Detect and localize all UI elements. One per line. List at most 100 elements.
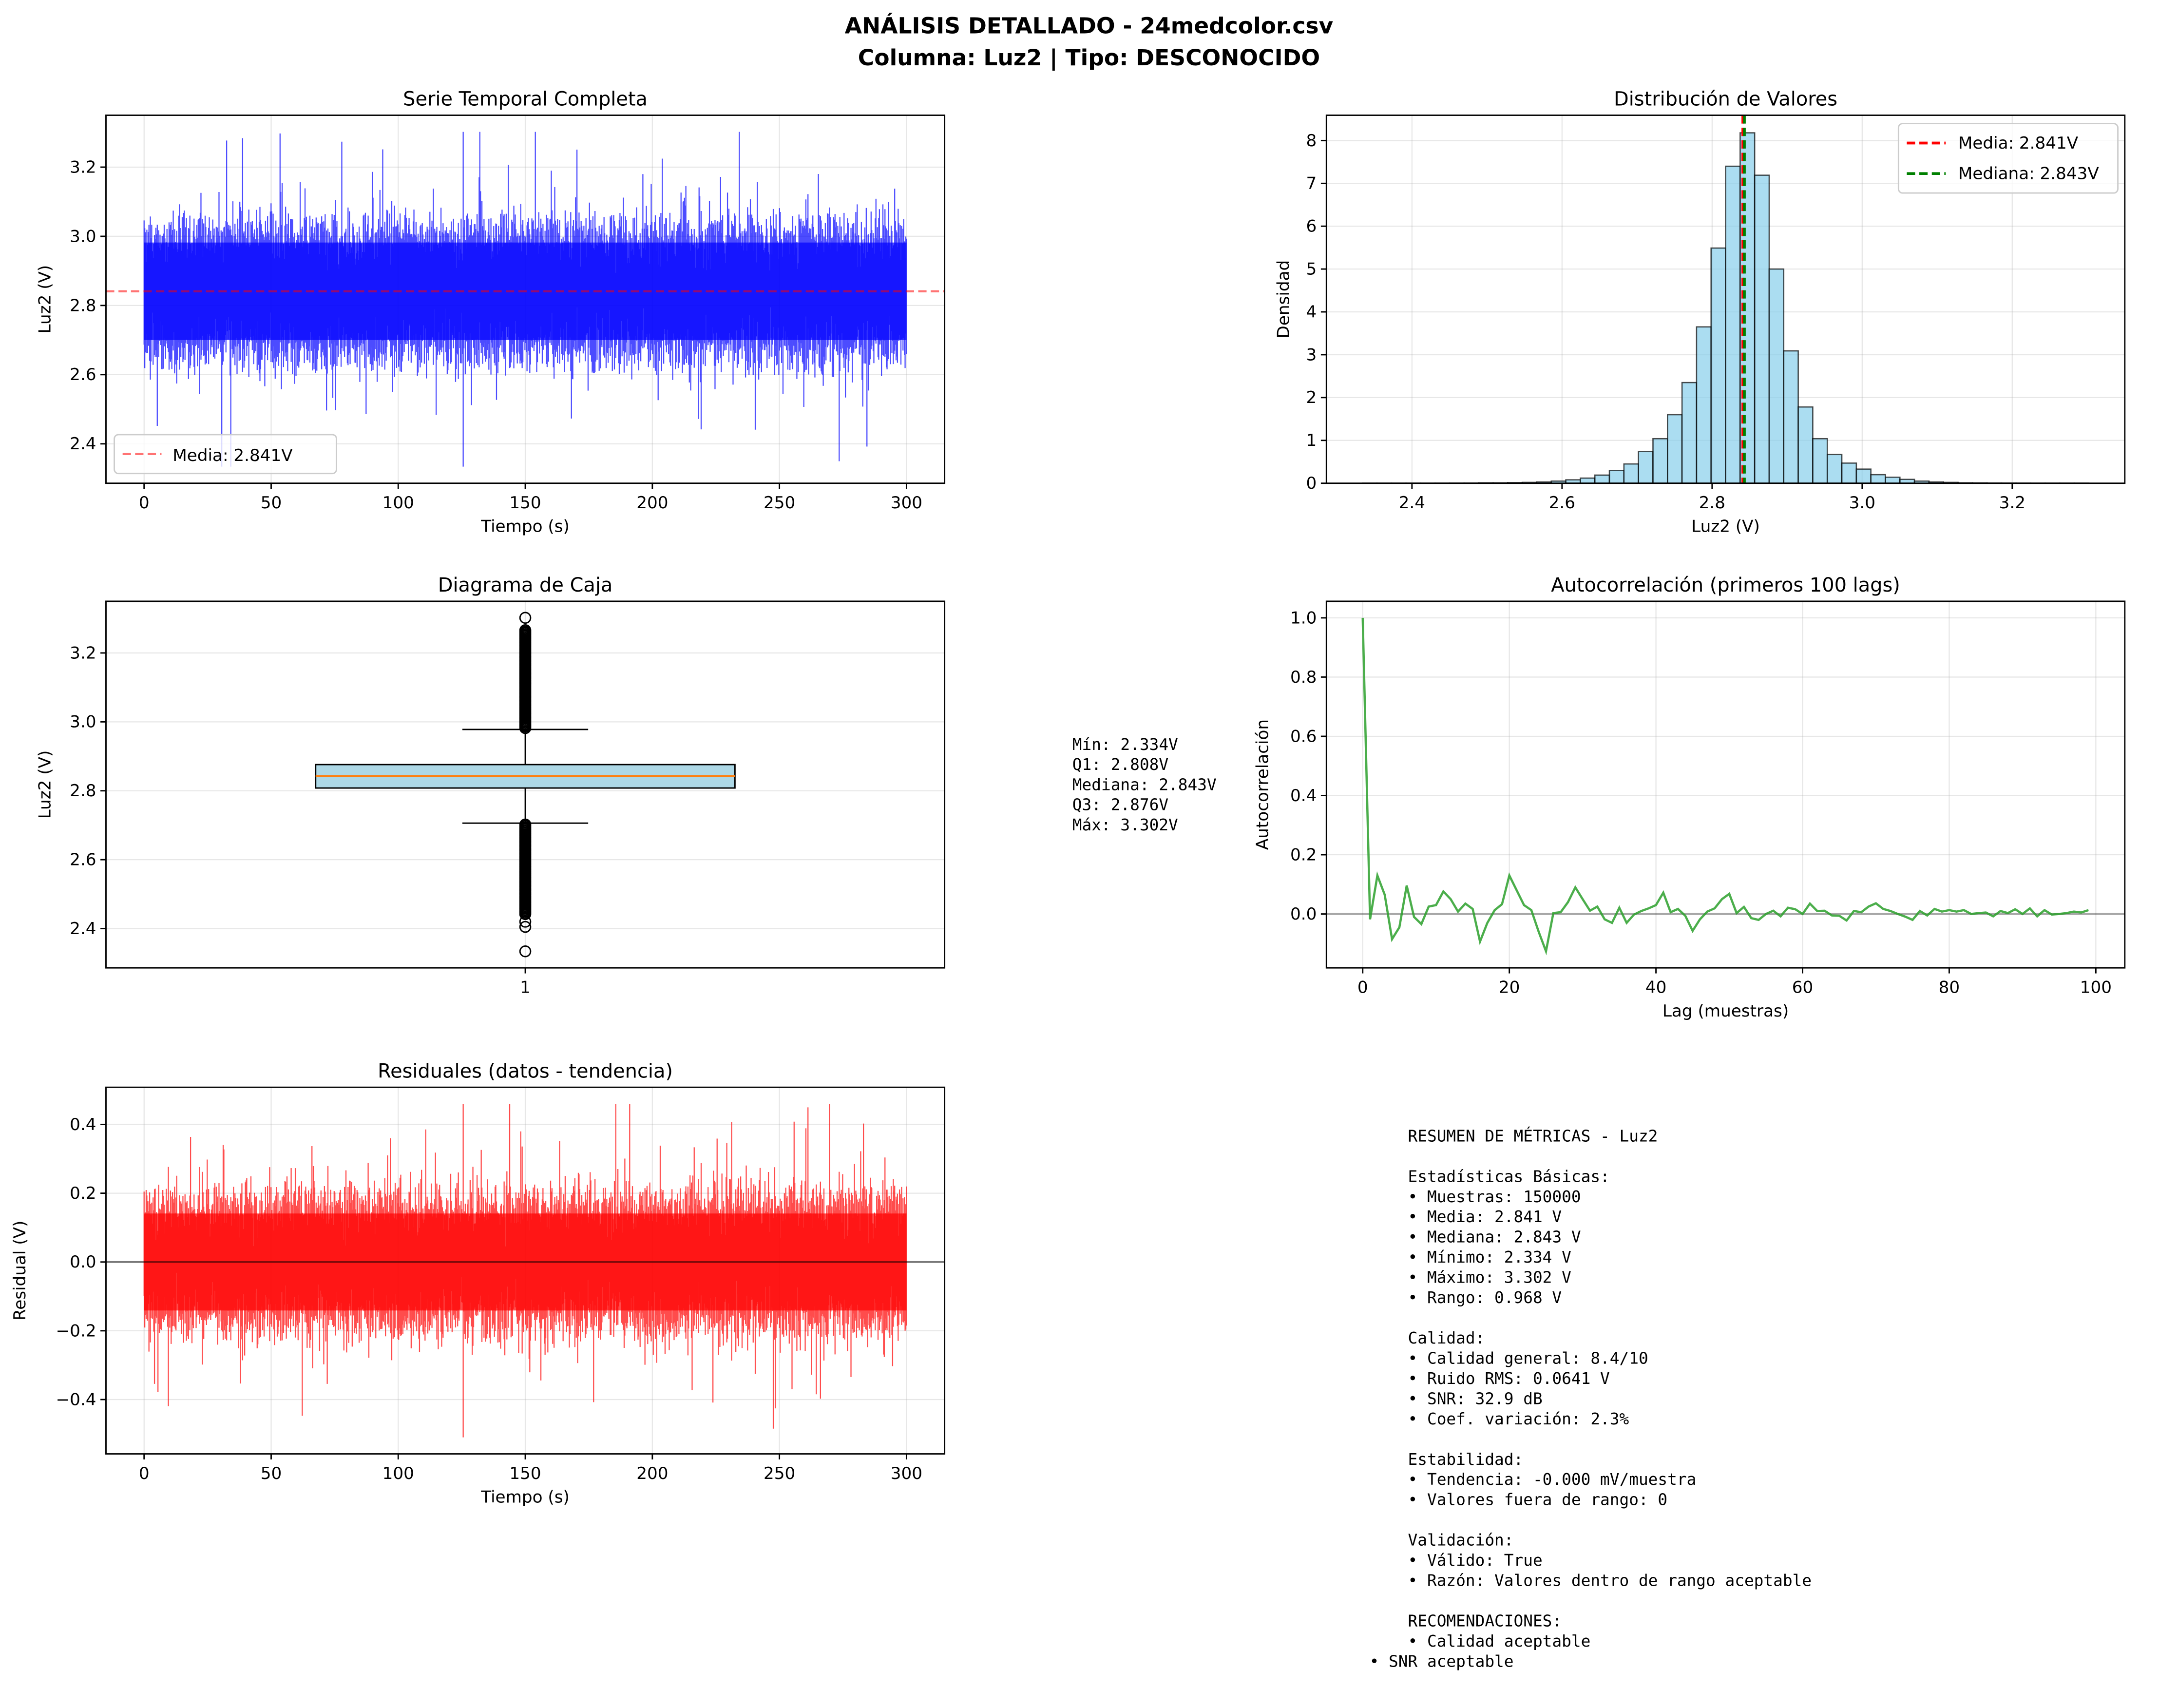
y-tick-label: 4 xyxy=(1306,302,1317,322)
summary-line: • SNR: 32.9 dB xyxy=(1370,1389,1543,1408)
x-tick-label: 150 xyxy=(509,1464,541,1483)
legend-mean-label: Media: 2.841V xyxy=(172,446,293,465)
y-tick-label: 2.8 xyxy=(70,296,96,315)
x-axis-label: Lag (muestras) xyxy=(1662,1001,1789,1021)
x-tick-label: 80 xyxy=(1939,978,1960,997)
box-stat-line: Mediana: 2.843V xyxy=(1072,775,1217,794)
outlier-point xyxy=(519,945,532,958)
axes-frame xyxy=(1325,115,2126,484)
x-tick-label: 0 xyxy=(139,493,150,513)
box-stat-line: Q1: 2.808V xyxy=(1072,755,1168,774)
histogram-bar xyxy=(1580,477,1596,484)
y-tick-label: 0.0 xyxy=(70,1252,96,1272)
y-tick-label: 0.4 xyxy=(70,1115,96,1134)
x-tick-label: 1 xyxy=(520,978,531,997)
histogram-bar xyxy=(1623,463,1639,484)
summary-line: • Razón: Valores dentro de rango aceptab… xyxy=(1370,1572,1812,1590)
time-series-line xyxy=(143,132,907,467)
acf-line xyxy=(1361,617,2089,956)
y-tick-label: 0.2 xyxy=(70,1184,96,1203)
histogram-bar xyxy=(1608,470,1625,484)
summary-line: • Máximo: 3.302 V xyxy=(1370,1268,1571,1287)
box-stat-line: Máx: 3.302V xyxy=(1072,816,1178,834)
y-tick-label: 0.6 xyxy=(1290,727,1317,746)
summary-line: • Rango: 0.968 V xyxy=(1370,1288,1562,1307)
histogram-bar xyxy=(1696,326,1712,484)
legend: Media: 2.841V xyxy=(114,434,337,475)
histogram-bar xyxy=(1797,406,1814,484)
x-tick-label: 2.4 xyxy=(1399,493,1425,513)
y-tick-label: 3 xyxy=(1306,345,1317,365)
summary-line: • Mínimo: 2.334 V xyxy=(1370,1248,1571,1267)
y-tick-label: 3.2 xyxy=(70,643,96,663)
y-tick-label: 7 xyxy=(1306,174,1317,193)
histogram-bar xyxy=(1667,414,1683,484)
axes-title: Diagrama de Caja xyxy=(438,574,613,596)
summary-line: • Mediana: 2.843 V xyxy=(1370,1228,1581,1247)
summary-line: • Valores fuera de rango: 0 xyxy=(1370,1491,1668,1509)
y-axis-label: Densidad xyxy=(1274,260,1293,339)
x-tick-label: 150 xyxy=(509,493,541,513)
summary-line: • Muestras: 150000 xyxy=(1370,1188,1581,1206)
residuals-chart: 0 50 100 150 200 250 300 −0.4 −0.2 0.0 0.2 0.4 Resid… xyxy=(10,1060,946,1507)
histogram-bar xyxy=(1710,247,1726,484)
x-tick-label: 3.0 xyxy=(1849,493,1875,513)
x-tick-label: 100 xyxy=(2080,978,2112,997)
x-tick-label: 60 xyxy=(1792,978,1814,997)
box-stat-line: Mín: 2.334V xyxy=(1072,735,1178,754)
y-axis-label: Residual (V) xyxy=(10,1221,30,1321)
summary-line: Validación: xyxy=(1370,1531,1514,1550)
legend-mean-label: Media: 2.841V xyxy=(1958,134,2079,153)
figure-subtitle: Columna: Luz2 | Tipo: DESCONOCIDO xyxy=(858,45,1320,71)
axes-title: Residuales (datos - tendencia) xyxy=(378,1060,673,1082)
outlier-point xyxy=(519,908,532,921)
y-tick-label: 0.8 xyxy=(1290,668,1317,687)
x-tick-label: 100 xyxy=(382,1464,414,1483)
summary-line: • SNR aceptable xyxy=(1370,1652,1514,1670)
summary-line: • Coef. variación: 2.3% xyxy=(1370,1410,1629,1428)
histogram-bar xyxy=(1725,165,1741,484)
summary-line: Estabilidad: xyxy=(1370,1450,1524,1469)
summary-line: • Ruido RMS: 0.0641 V xyxy=(1370,1369,1610,1388)
box-stat-line: Q3: 2.876V xyxy=(1072,796,1168,814)
x-tick-label: 50 xyxy=(261,1464,282,1483)
histogram-chart: Media: 2.841V Mediana: 2.843V 2.4 2.6 2.8 3.0… xyxy=(1274,88,2126,536)
x-tick-label: 200 xyxy=(636,493,668,513)
histogram-bar xyxy=(1885,477,1901,484)
axes-title: Distribución de Valores xyxy=(1614,88,1837,111)
x-tick-label: 50 xyxy=(261,493,282,513)
histogram-bar xyxy=(1681,382,1698,484)
summary-line: Estadísticas Básicas: xyxy=(1370,1167,1610,1186)
x-tick-label: 300 xyxy=(891,1464,922,1483)
histogram-bar xyxy=(1754,174,1770,484)
y-tick-label: 2.6 xyxy=(70,365,96,384)
summary-line: • Media: 2.841 V xyxy=(1370,1208,1562,1226)
x-tick-label: 250 xyxy=(764,493,795,513)
summary-line: • Tendencia: -0.000 mV/muestra xyxy=(1370,1470,1697,1489)
y-tick-label: 2.4 xyxy=(70,919,96,939)
y-tick-label: 2.6 xyxy=(70,850,96,870)
y-tick-label: 2 xyxy=(1306,388,1317,407)
axes-title: Autocorrelación (primeros 100 lags) xyxy=(1551,574,1900,596)
legend-box xyxy=(114,434,337,475)
summary-line: • Calidad aceptable xyxy=(1370,1632,1591,1650)
outlier-point xyxy=(519,921,532,933)
y-tick-label: 1.0 xyxy=(1290,608,1317,628)
y-tick-label: 1 xyxy=(1306,431,1317,450)
boxplot-chart: 1 2.4 2.6 2.8 3.0 3.2 Diagrama de Caja Luz2 (V) xyxy=(36,574,946,997)
histogram-bar xyxy=(1594,474,1610,484)
time-series-chart: Media: 2.841V 0 50 100 150 200 250 300 2.4 2.6 2.8… xyxy=(36,88,946,536)
y-tick-label: 0.4 xyxy=(1290,786,1317,806)
outlier-point xyxy=(519,624,532,636)
x-axis-label: Luz2 (V) xyxy=(1691,517,1760,536)
y-tick-label: 3.0 xyxy=(70,227,96,246)
y-tick-label: 0.0 xyxy=(1290,904,1317,924)
summary-line: Calidad: xyxy=(1370,1329,1485,1347)
y-tick-label: 6 xyxy=(1306,217,1317,236)
summary-line: • Calidad general: 8.4/10 xyxy=(1370,1349,1648,1367)
y-tick-label: 8 xyxy=(1306,131,1317,151)
y-tick-label: 5 xyxy=(1306,260,1317,279)
y-tick-label: −0.2 xyxy=(56,1321,96,1341)
